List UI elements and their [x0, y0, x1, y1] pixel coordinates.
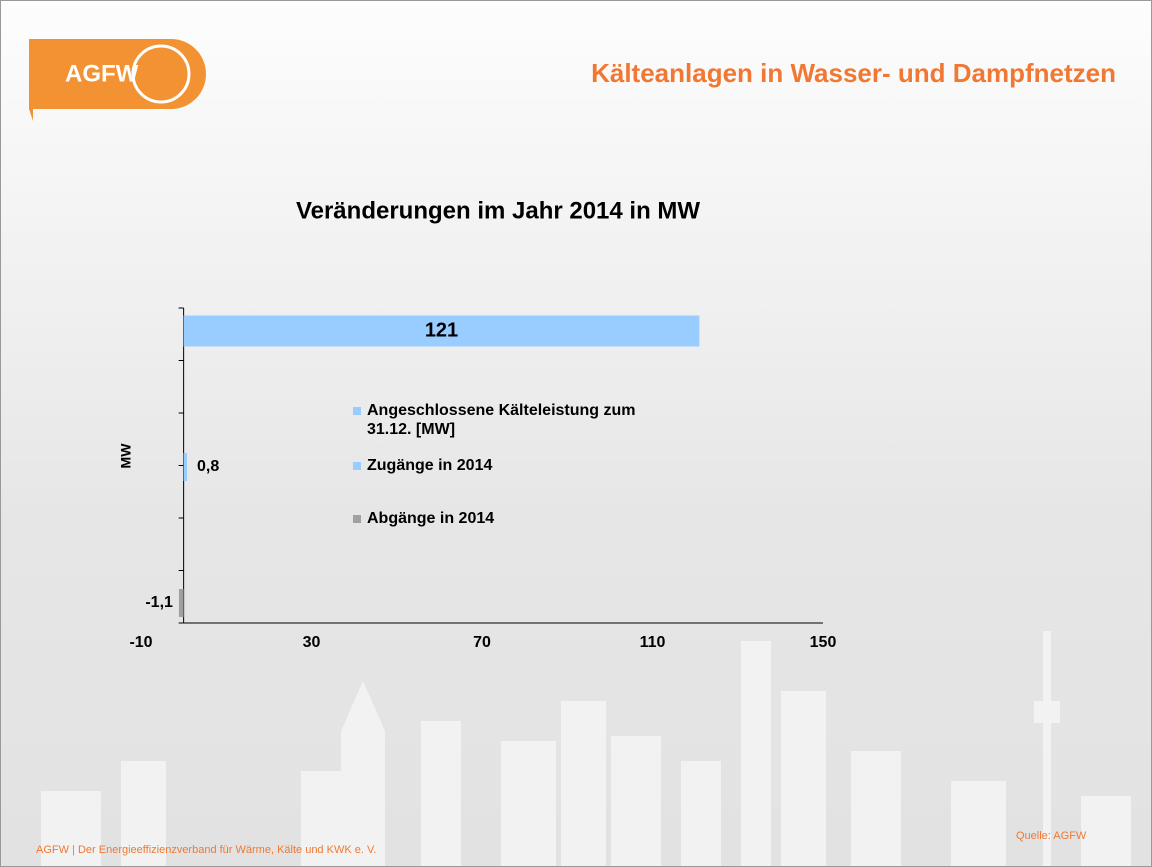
legend-item: Angeschlossene Kälteleistung zum 31.12. …	[353, 401, 657, 439]
x-tick-label: 150	[810, 634, 837, 651]
chart-title: Veränderungen im Jahr 2014 in MW	[296, 197, 700, 224]
legend-item: Abgänge in 2014	[353, 509, 657, 528]
legend-swatch	[353, 407, 361, 415]
slide-title: Kälteanlagen in Wasser- und Dampfnetzen	[591, 58, 1116, 88]
x-tick-label: -10	[129, 634, 152, 651]
legend-label: Abgänge in 2014	[367, 509, 657, 528]
source: Quelle: AGFW	[1016, 830, 1087, 842]
legend-label: Angeschlossene Kälteleistung zum 31.12. …	[367, 401, 657, 439]
data-label: 0,8	[197, 458, 219, 475]
logo-text: AGFW	[65, 60, 139, 87]
data-label: -1,1	[145, 594, 173, 611]
logo: AGFW	[29, 39, 206, 121]
legend-swatch	[353, 462, 361, 470]
data-label: 121	[425, 319, 458, 341]
bar	[179, 589, 184, 617]
x-tick-label: 110	[640, 634, 666, 651]
skyline	[41, 631, 1131, 866]
legend-swatch	[353, 515, 361, 523]
bar	[184, 453, 187, 481]
x-tick-label: 70	[473, 634, 491, 651]
y-axis-label: MW	[118, 443, 134, 469]
legend-item: Zugänge in 2014	[353, 456, 657, 475]
legend-label: Zugänge in 2014	[367, 456, 657, 475]
x-tick-label: 30	[303, 634, 321, 651]
slide: AGFW Kälteanlagen in Wasser- und Dampfne…	[0, 0, 1152, 867]
footer-text: AGFW | Der Energieeffizienzverband für W…	[36, 844, 376, 856]
